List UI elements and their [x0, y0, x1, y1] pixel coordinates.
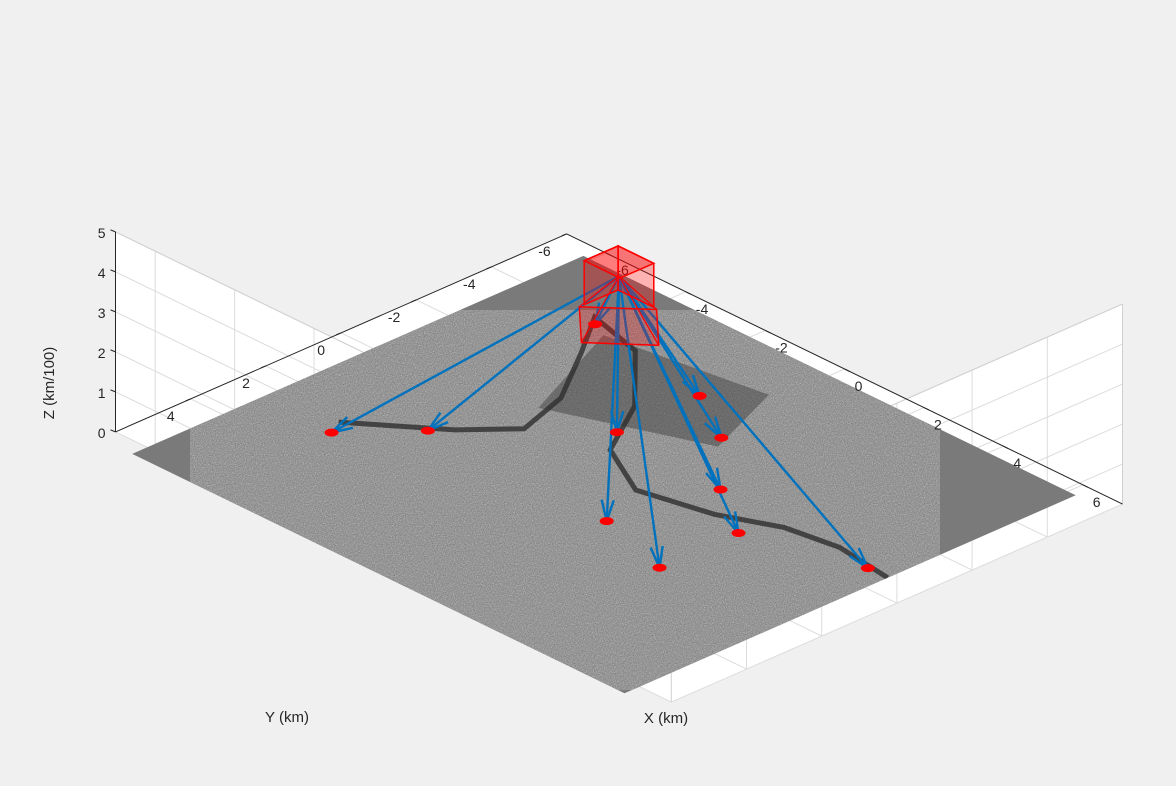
x-tick-label: -6 [616, 262, 629, 278]
y-tick-mark [486, 266, 492, 270]
y-tick-mark [185, 398, 191, 402]
x-axis-label: X (km) [644, 710, 688, 727]
target-marker [652, 563, 667, 572]
z-tick-label: 3 [98, 305, 106, 321]
x-tick-mark [764, 329, 771, 334]
z-tick-mark [110, 229, 116, 233]
target-marker [731, 529, 746, 538]
ray-line [618, 275, 869, 569]
x-tick-label: -4 [696, 301, 709, 317]
ground-river [338, 312, 890, 580]
x-tick-mark [685, 291, 692, 295]
target-marker [420, 426, 435, 435]
target-marker [599, 517, 614, 526]
target-marker [714, 433, 729, 442]
z-tick-mark [110, 389, 116, 393]
z-tick-label: 5 [98, 225, 106, 241]
z-tick-mark [110, 309, 116, 313]
z-tick-label: 0 [98, 425, 106, 441]
tick-labels: -6 -4 -2 0 2 4 6 -6 -4 -2 0 2 4 0 1 2 3 4 5 [98, 225, 1101, 510]
ray-line [617, 275, 722, 491]
y-axis-label: Y (km) [265, 709, 309, 726]
z-tick-mark [110, 269, 116, 273]
y-tick-mark [561, 233, 567, 237]
ground-park [538, 335, 769, 447]
y-tick-mark [335, 332, 342, 336]
y-tick-label: -4 [463, 276, 476, 292]
emitter-skirt-edge [578, 275, 620, 308]
z-axis-label: Z (km/100) [41, 347, 58, 420]
z-tick-mark [110, 429, 116, 433]
target-marker [609, 428, 624, 437]
target-marker [692, 391, 707, 400]
x-tick-mark [844, 368, 850, 372]
x-tick-mark [1082, 484, 1089, 488]
y-tick-mark [411, 299, 417, 303]
y-tick-label: -6 [538, 243, 551, 259]
z-tick-label: 1 [98, 385, 106, 401]
ray-line [330, 274, 620, 434]
ray-line [618, 275, 701, 397]
x-tick-label: 4 [1013, 455, 1021, 471]
x-tick-label: 0 [855, 378, 863, 394]
x-tick-mark [923, 407, 930, 411]
y-tick-mark [260, 365, 267, 369]
x-tick-mark [1003, 445, 1009, 450]
emitter-skirt-edge [618, 275, 657, 310]
target-markers [324, 320, 875, 573]
x-tick-label: 2 [934, 417, 942, 433]
y-tick-label: 4 [167, 408, 175, 424]
ray-line [617, 275, 661, 568]
z-tick-label: 4 [98, 265, 106, 281]
y-tick-label: 0 [317, 342, 325, 358]
z-tick-label: 2 [98, 345, 106, 361]
ray-line [427, 275, 620, 432]
x-tick-label: -2 [775, 339, 788, 355]
target-marker [713, 485, 728, 494]
x-tick-mark [606, 252, 612, 257]
x-tick-label: 6 [1093, 494, 1101, 510]
y-tick-label: 2 [242, 375, 250, 391]
target-marker [860, 564, 875, 573]
emitter-skirt-edge [580, 275, 620, 343]
y-tick-label: -2 [388, 309, 401, 325]
grid-line [671, 503, 1123, 703]
ray-line [615, 275, 621, 433]
target-marker [588, 320, 603, 329]
ray-line [605, 275, 621, 522]
target-marker [324, 428, 339, 437]
z-tick-mark [110, 349, 116, 353]
emitter-skirt-edge [618, 275, 660, 346]
emitter-box [578, 244, 660, 347]
